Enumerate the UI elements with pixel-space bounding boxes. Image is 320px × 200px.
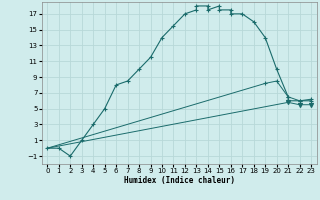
X-axis label: Humidex (Indice chaleur): Humidex (Indice chaleur) [124,176,235,185]
